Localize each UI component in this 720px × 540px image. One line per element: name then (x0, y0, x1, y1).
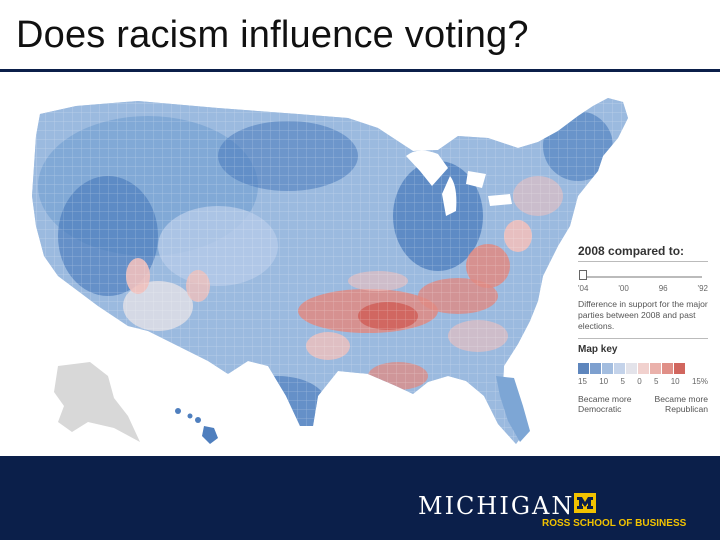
scale-tick: 15 (578, 377, 587, 386)
color-swatch (602, 363, 613, 374)
scale-tick: 5 (620, 377, 625, 386)
slide-title: Does racism influence voting? (16, 14, 529, 56)
us-county-map (32, 98, 628, 444)
scale-percents: 15 10 5 0 5 10 15% (578, 377, 708, 386)
color-swatch (626, 363, 637, 374)
scale-tick: 10 (670, 377, 680, 386)
color-swatch (674, 363, 685, 374)
scale-tick: 5 (653, 377, 659, 386)
color-swatch (614, 363, 625, 374)
ross-school-label: ROSS SCHOOL OF BUSINESS (542, 518, 687, 529)
michigan-wordmark: MICHIGAN (418, 492, 575, 520)
year-tick[interactable]: '04 (578, 284, 589, 293)
florida (496, 376, 530, 442)
scale-labels: Became more Democratic Became more Repub… (578, 394, 708, 414)
slider-track[interactable] (582, 276, 702, 278)
year-ticks: '04 '00 96 '92 (578, 284, 708, 293)
color-swatch (638, 363, 649, 374)
legend-description: Difference in support for the major part… (578, 299, 708, 331)
map-legend: 2008 compared to: '04 '00 96 '92 Differe… (578, 244, 708, 414)
color-swatch (650, 363, 661, 374)
scale-tick: 0 (637, 377, 642, 386)
label-more-democratic: Became more Democratic (578, 394, 632, 414)
hawaii (175, 408, 218, 444)
color-scale (578, 363, 708, 374)
legend-divider (578, 261, 708, 262)
block-m-logo-icon (574, 493, 596, 513)
great-lakes (406, 150, 512, 216)
title-underline (0, 69, 720, 72)
scale-tick: 15% (691, 377, 708, 386)
footer-bar (0, 456, 720, 540)
color-swatch (578, 363, 589, 374)
slider-handle[interactable] (579, 270, 587, 280)
color-swatch (662, 363, 673, 374)
legend-heading: 2008 compared to: (578, 244, 685, 258)
map-key-title: Map key (578, 344, 618, 355)
scale-tick: 10 (599, 377, 609, 386)
year-slider[interactable] (578, 270, 708, 284)
legend-divider (578, 338, 708, 339)
year-tick[interactable]: '00 (618, 284, 629, 293)
year-tick[interactable]: 96 (658, 284, 668, 293)
label-more-republican: Became more Republican (654, 394, 709, 414)
color-swatch (590, 363, 601, 374)
year-tick[interactable]: '92 (697, 284, 708, 293)
alaska (54, 362, 140, 442)
